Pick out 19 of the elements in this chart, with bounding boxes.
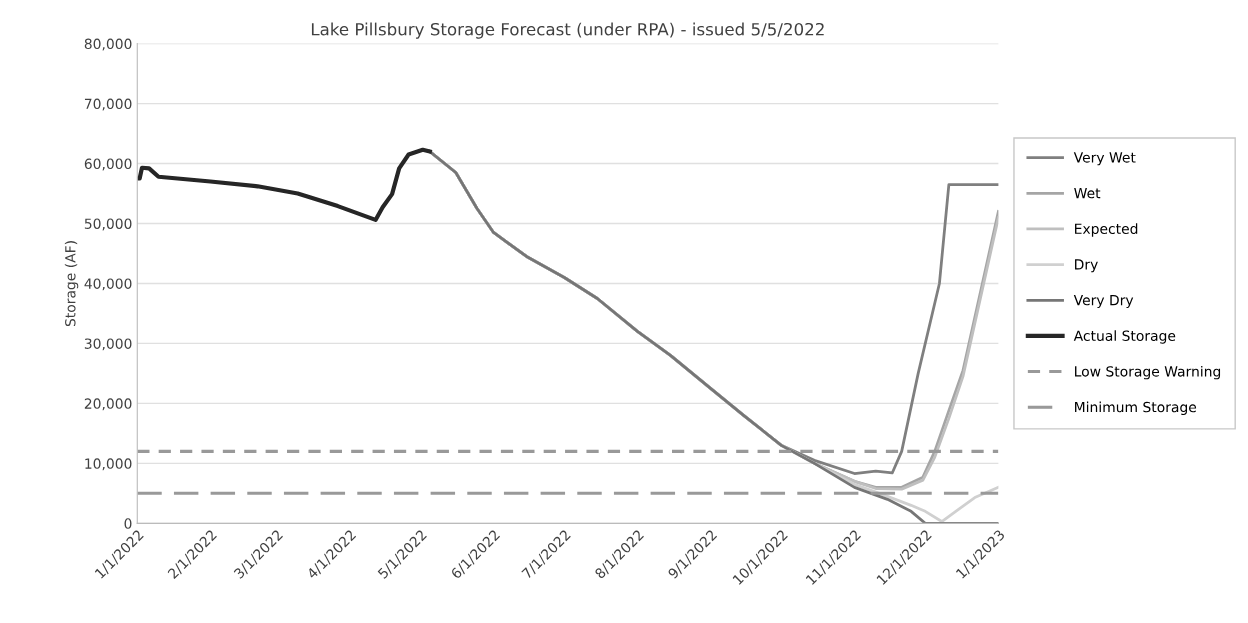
legend-label: Low Storage Warning [1075, 365, 1221, 380]
chart-title: Lake Pillsbury Storage Forecast (under RPA) - issued 5/5/2022 [311, 22, 824, 39]
y-tick-label: 10,000 [85, 458, 132, 471]
legend-label: Very Dry [1073, 295, 1134, 309]
legend-label: Actual Storage [1073, 330, 1176, 344]
y-tick-label: 40,000 [84, 278, 132, 291]
legend-label: Very Wet [1073, 152, 1136, 166]
legend-label: Expected [1075, 223, 1138, 237]
y-tick-label: 20,000 [84, 398, 132, 411]
legend-label: Minimum Storage [1075, 401, 1197, 416]
y-tick-label: 50,000 [84, 218, 132, 231]
legend-label: Dry [1075, 259, 1098, 273]
y-tick-label: 60,000 [84, 158, 132, 171]
y-tick-label: 80,000 [84, 38, 132, 51]
y-tick-label: 30,000 [84, 338, 132, 351]
y-tick-label: 70,000 [84, 98, 132, 111]
y-tick-label: 0 [124, 518, 132, 529]
legend-label: Wet [1074, 188, 1101, 199]
y-axis-title: Storage (AF) [64, 241, 79, 327]
